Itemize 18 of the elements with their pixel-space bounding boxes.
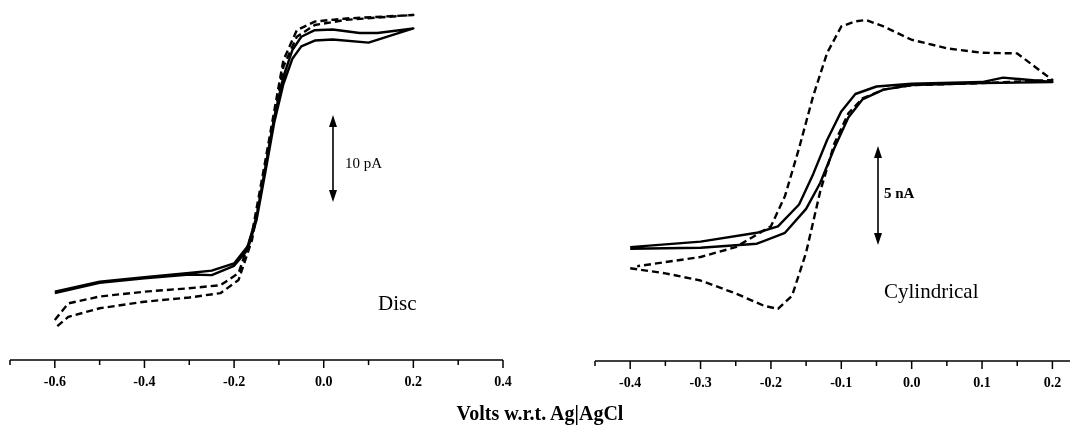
x-tick-label: 0.4 — [494, 374, 512, 389]
annotation: Cylindrical — [884, 279, 979, 303]
x-tick-label: 0.0 — [314, 374, 333, 389]
x-tick-label: -0.3 — [689, 375, 712, 390]
x-tick-label: -0.2 — [223, 374, 246, 389]
annotation: 5 nA — [884, 185, 915, 201]
annotation: 10 pA — [345, 155, 383, 171]
x-tick-label: 0.0 — [902, 375, 921, 390]
annotation: Disc — [378, 291, 417, 315]
x-tick-label: 0.2 — [404, 374, 423, 389]
x-tick-label: 0.1 — [973, 375, 991, 390]
x-tick-label: -0.4 — [619, 375, 642, 390]
x-tick-label: -0.4 — [133, 374, 156, 389]
x-axis-title: Volts w.r.t. Ag|AgCl — [456, 402, 624, 425]
x-tick-label: 0.2 — [1043, 375, 1062, 390]
x-tick-label: -0.1 — [830, 375, 853, 390]
x-tick-label: -0.2 — [759, 375, 783, 390]
x-tick-label: -0.6 — [43, 374, 66, 389]
